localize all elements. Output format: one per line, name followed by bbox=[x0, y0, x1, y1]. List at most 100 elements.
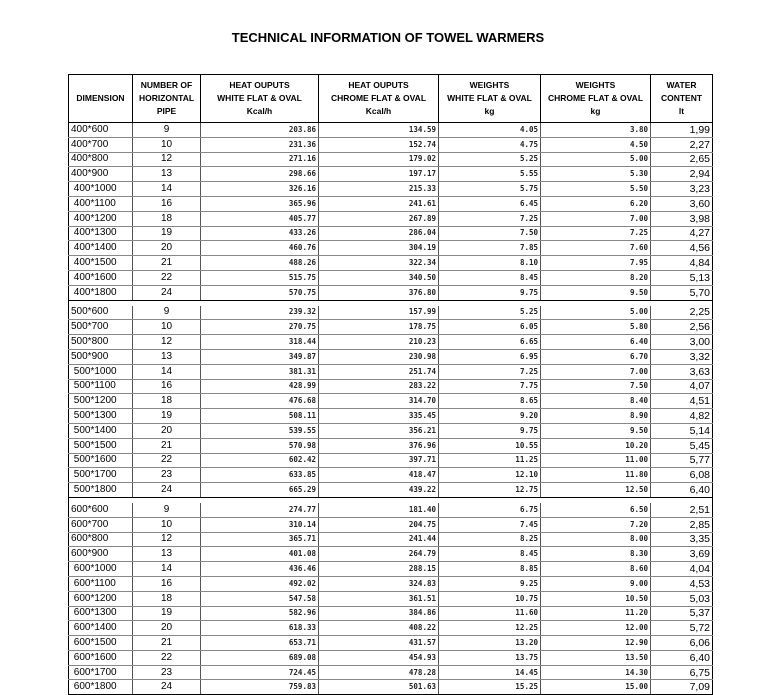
cell-weight-chrome: 6.70 bbox=[540, 349, 651, 365]
cell-pipes: 12 bbox=[132, 334, 201, 350]
cell-dimension: 600*600 bbox=[68, 502, 133, 518]
table-row: 600*600 9 274.77 181.40 6.75 6.50 2,51 bbox=[68, 502, 713, 518]
cell-water-content: 5,77 bbox=[650, 453, 713, 469]
cell-water-content: 3,32 bbox=[650, 349, 713, 365]
column-header-line: CONTENT bbox=[660, 93, 703, 103]
cell-water-content: 3,98 bbox=[650, 211, 713, 227]
table-header-row: DIMENSION NUMBER OF HORIZONTAL PIPE HEAT OUP… bbox=[68, 74, 713, 123]
column-header-line: PIPE bbox=[156, 106, 177, 116]
cell-heat-white: 270.75 bbox=[200, 319, 319, 336]
cell-weight-white: 7.45 bbox=[438, 517, 541, 533]
cell-heat-white: 271.16 bbox=[200, 152, 319, 168]
table-row: 500*1500 21 570.98 376.96 10.55 10.20 5,45 bbox=[68, 438, 713, 454]
cell-weight-chrome: 5.80 bbox=[540, 319, 651, 336]
cell-heat-chrome: 241.61 bbox=[318, 196, 439, 212]
cell-pipes: 13 bbox=[132, 349, 201, 365]
cell-heat-chrome: 397.71 bbox=[318, 453, 439, 469]
cell-heat-white: 665.29 bbox=[200, 482, 319, 498]
column-header-line: WHITE FLAT & OVAL bbox=[447, 93, 532, 103]
cell-heat-chrome: 454.93 bbox=[318, 650, 439, 666]
column-header-line: kg bbox=[590, 106, 601, 116]
cell-water-content: 5,13 bbox=[650, 270, 713, 286]
cell-weight-chrome: 11.80 bbox=[540, 467, 651, 484]
cell-weight-chrome: 7.00 bbox=[540, 364, 651, 380]
cell-water-content: 5,70 bbox=[650, 285, 713, 301]
cell-water-content: 6,40 bbox=[650, 650, 713, 666]
cell-heat-chrome: 340.50 bbox=[318, 270, 439, 286]
cell-dimension: 600*1100 bbox=[68, 576, 133, 592]
cell-water-content: 5,14 bbox=[650, 423, 713, 439]
cell-weight-chrome: 5.50 bbox=[540, 181, 651, 197]
cell-pipes: 13 bbox=[132, 166, 201, 183]
table-row: 400*1400 20 460.76 304.19 7.85 7.60 4,56 bbox=[68, 240, 713, 257]
cell-heat-white: 570.98 bbox=[200, 438, 319, 454]
cell-heat-white: 428.99 bbox=[200, 379, 319, 395]
cell-heat-chrome: 251.74 bbox=[318, 364, 439, 380]
cell-water-content: 6,40 bbox=[650, 482, 713, 498]
cell-pipes: 21 bbox=[132, 255, 201, 271]
cell-pipes: 10 bbox=[132, 517, 201, 533]
column-header-line: NUMBER OF bbox=[140, 80, 193, 90]
cell-heat-chrome: 376.80 bbox=[318, 285, 439, 301]
cell-heat-chrome: 408.22 bbox=[318, 620, 439, 637]
cell-heat-white: 539.55 bbox=[200, 423, 319, 439]
cell-pipes: 18 bbox=[132, 393, 201, 410]
cell-pipes: 12 bbox=[132, 532, 201, 548]
cell-heat-chrome: 264.79 bbox=[318, 546, 439, 563]
cell-water-content: 4,51 bbox=[650, 393, 713, 410]
cell-pipes: 20 bbox=[132, 620, 201, 637]
cell-dimension: 500*1500 bbox=[68, 438, 133, 454]
cell-weight-white: 8.10 bbox=[438, 255, 541, 271]
column-header-dimension: DIMENSION bbox=[68, 74, 133, 123]
cell-heat-white: 570.75 bbox=[200, 285, 319, 301]
cell-weight-white: 6.45 bbox=[438, 196, 541, 212]
cell-weight-white: 9.20 bbox=[438, 408, 541, 424]
cell-weight-white: 12.10 bbox=[438, 467, 541, 484]
table-row: 600*1800 24 759.83 501.63 15.25 15.00 7,09 bbox=[68, 679, 713, 695]
column-header-water-content: WATER CONTENT lt bbox=[650, 74, 713, 123]
cell-heat-chrome: 178.75 bbox=[318, 319, 439, 336]
cell-heat-chrome: 431.57 bbox=[318, 635, 439, 651]
cell-heat-white: 488.26 bbox=[200, 255, 319, 271]
cell-dimension: 400*1600 bbox=[68, 270, 133, 286]
cell-pipes: 10 bbox=[132, 319, 201, 336]
cell-weight-white: 9.75 bbox=[438, 285, 541, 301]
cell-weight-chrome: 7.00 bbox=[540, 211, 651, 227]
table-row: 500*1000 14 381.31 251.74 7.25 7.00 3,63 bbox=[68, 364, 713, 380]
section-separator bbox=[68, 299, 713, 306]
cell-weight-white: 7.75 bbox=[438, 379, 541, 395]
cell-weight-white: 6.95 bbox=[438, 349, 541, 365]
cell-heat-chrome: 181.40 bbox=[318, 502, 439, 518]
cell-water-content: 3,60 bbox=[650, 196, 713, 212]
table-row: 500*1700 23 633.85 418.47 12.10 11.80 6,08 bbox=[68, 467, 713, 484]
cell-dimension: 500*1000 bbox=[68, 364, 133, 380]
cell-pipes: 23 bbox=[132, 467, 201, 484]
cell-pipes: 18 bbox=[132, 211, 201, 227]
table-row: 600*1500 21 653.71 431.57 13.20 12.90 6,06 bbox=[68, 635, 713, 651]
cell-weight-white: 12.25 bbox=[438, 620, 541, 637]
cell-pipes: 13 bbox=[132, 546, 201, 563]
cell-heat-chrome: 152.74 bbox=[318, 137, 439, 153]
table-row: 600*900 13 401.08 264.79 8.45 8.30 3,69 bbox=[68, 546, 713, 563]
column-header-line: WHITE FLAT & OVAL bbox=[217, 93, 302, 103]
cell-weight-chrome: 4.50 bbox=[540, 137, 651, 153]
cell-water-content: 3,63 bbox=[650, 364, 713, 380]
table-row: 600*700 10 310.14 204.75 7.45 7.20 2,85 bbox=[68, 517, 713, 533]
cell-heat-chrome: 384.86 bbox=[318, 606, 439, 622]
cell-heat-white: 326.16 bbox=[200, 181, 319, 197]
cell-pipes: 19 bbox=[132, 408, 201, 424]
cell-weight-white: 10.75 bbox=[438, 591, 541, 607]
cell-dimension: 600*700 bbox=[68, 517, 133, 533]
cell-pipes: 24 bbox=[132, 482, 201, 498]
cell-weight-chrome: 15.00 bbox=[540, 679, 651, 695]
cell-heat-white: 618.33 bbox=[200, 620, 319, 637]
cell-water-content: 2,27 bbox=[650, 137, 713, 153]
cell-weight-white: 5.55 bbox=[438, 166, 541, 183]
table-row: 500*600 9 239.32 157.99 5.25 5.00 2,25 bbox=[68, 305, 713, 321]
cell-weight-white: 5.25 bbox=[438, 152, 541, 168]
cell-heat-white: 602.42 bbox=[200, 453, 319, 469]
column-header-line: kg bbox=[484, 106, 495, 116]
cell-weight-chrome: 8.20 bbox=[540, 270, 651, 286]
cell-heat-white: 508.11 bbox=[200, 408, 319, 424]
table-row: 400*900 13 298.66 197.17 5.55 5.30 2,94 bbox=[68, 166, 713, 183]
